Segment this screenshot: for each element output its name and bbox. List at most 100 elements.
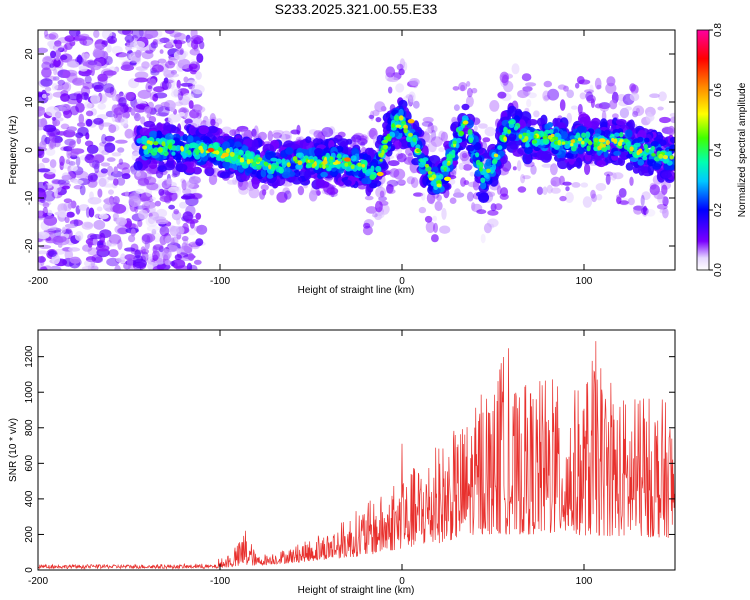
spectrogram-cell (49, 159, 57, 169)
spectrogram-cell (577, 146, 585, 155)
spectrogram-cell (467, 87, 473, 98)
spectrogram-cell (142, 145, 148, 150)
spectrogram-cell (375, 165, 382, 173)
spectrogram-cell (65, 159, 70, 165)
spectrogram-cell (87, 241, 93, 248)
spectrogram-cell (95, 244, 110, 252)
spectrogram-cell (90, 94, 101, 105)
spectrogram-cell (157, 165, 167, 173)
spectrogram-cell (503, 136, 508, 142)
spectrogram-cell (173, 209, 179, 215)
spectrogram-cell (424, 215, 433, 223)
spectrogram-cell (542, 137, 550, 145)
spectrogram-cell (651, 153, 656, 157)
spectrogram-cell (88, 174, 94, 182)
spectrogram-cell (59, 182, 71, 189)
spectrogram-cell (160, 80, 172, 91)
spectrogram-cell (439, 225, 451, 234)
spectrogram-cell (143, 148, 149, 155)
spectrogram-cell (251, 139, 259, 151)
spectrogram-cell (152, 250, 160, 260)
spectrogram-cell (195, 149, 200, 156)
spectrogram-cell (596, 84, 602, 90)
spectrogram-cell (115, 217, 128, 226)
spectrogram-cell (93, 84, 104, 93)
spectrogram-cell (153, 232, 161, 243)
spectrogram-cell (68, 161, 76, 166)
spectrogram-cell (418, 161, 426, 168)
spectrogram-cell (650, 140, 659, 147)
spectrogram-cell (182, 134, 189, 142)
spectrogram-cell (583, 115, 591, 127)
spectrogram-cell (357, 162, 362, 167)
spectrogram-cell (181, 242, 188, 251)
spectrogram-cell (174, 39, 183, 49)
spectrogram-cell (624, 106, 633, 111)
spectrogram-cell (643, 144, 649, 149)
spectrogram-cell (542, 136, 548, 140)
spectrogram-cell (126, 257, 134, 269)
spectrogram-cell (188, 63, 198, 70)
spectrogram-cell (570, 105, 578, 110)
spectrogram-cell (130, 108, 136, 116)
spectrogram-cell (269, 188, 275, 196)
spectrogram-cell (460, 84, 466, 92)
spectrogram-cell (185, 34, 191, 43)
spectrogram-peak (598, 138, 606, 143)
spectrogram-cell (118, 158, 124, 165)
spectrogram-cell (383, 139, 389, 143)
spectrogram-cell (350, 164, 355, 170)
spectrogram-cell (198, 125, 209, 135)
spectrogram-cell (591, 117, 601, 127)
spectrogram-cell (527, 119, 538, 126)
spectrogram-cell (632, 165, 640, 174)
spectrogram-cell (431, 166, 439, 173)
spectrogram-cell (325, 152, 331, 159)
spectrogram-cell (405, 93, 414, 100)
spectrogram-cell (547, 88, 560, 101)
spectrogram-cell (393, 168, 406, 180)
spectrogram-peak (207, 147, 215, 153)
spectrogram-cell (295, 163, 302, 170)
spectrogram-cell (661, 171, 672, 179)
spectrogram-cell (336, 153, 342, 159)
spectrogram-cell (163, 77, 169, 84)
spectrogram-cell (124, 34, 135, 43)
spectrogram-cell (81, 221, 94, 230)
spectrogram-cell (369, 182, 378, 189)
spectrogram-cell (619, 107, 630, 119)
spectrogram-cell (610, 172, 617, 181)
spectrogram-cell (536, 148, 547, 161)
spectrogram-cell (41, 93, 47, 99)
spectrogram-cell (40, 265, 47, 270)
spectrogram-cell (41, 157, 50, 163)
spectrogram-cell (605, 139, 610, 146)
spectrogram-cell (138, 147, 146, 157)
spectrogram-cell (116, 177, 126, 186)
spectrogram-cell (618, 188, 627, 198)
snr-ytick-label: 800 (24, 419, 35, 436)
spectrogram-cell (525, 141, 530, 148)
spectrogram-cell (84, 101, 93, 109)
spectrogram-cell (187, 135, 194, 143)
spectrogram-cell (139, 127, 150, 136)
spectrogram-cell (530, 164, 537, 175)
spectrogram-cell (47, 227, 62, 233)
spectrogram-cell (337, 138, 349, 147)
spectrogram-cell (193, 259, 202, 265)
spectrogram-cell (114, 264, 121, 270)
spectrogram-cell (463, 180, 470, 186)
spectrogram-cell (66, 126, 78, 132)
spectrogram-cell (70, 151, 79, 156)
spectrogram-cell (124, 190, 130, 197)
spectrogram-cell (304, 169, 312, 180)
spectrogram-cell (155, 218, 169, 225)
spectrogram-cell (382, 144, 389, 150)
spectrogram-cell (649, 93, 660, 98)
spectrogram-cell (650, 145, 656, 151)
spectrogram-cell (612, 113, 619, 119)
spectrogram-cell (478, 192, 490, 203)
spectrogram-cell (482, 137, 491, 143)
